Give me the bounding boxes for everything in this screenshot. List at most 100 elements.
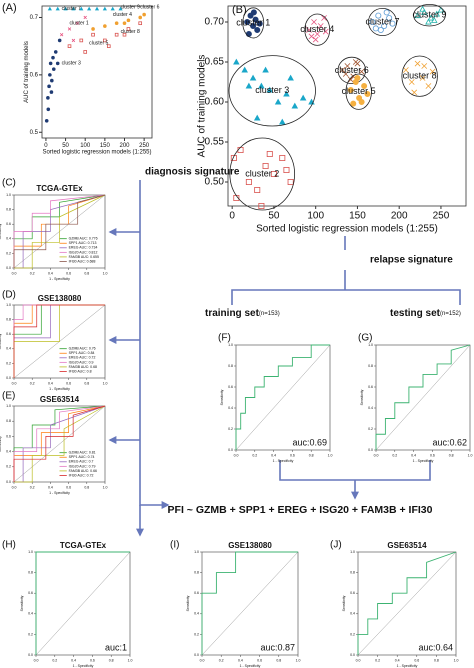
legend-entry: IFI30 AUC: 0.688 <box>69 259 96 263</box>
training-n: (n=153) <box>259 311 280 317</box>
point <box>94 6 100 11</box>
point <box>126 27 131 31</box>
x-tick-label: 0.4 <box>71 658 76 662</box>
y-tick-label: 0.6 <box>228 385 233 389</box>
y-tick-label: 0.8 <box>228 364 233 368</box>
y-tick-label: 0.0 <box>194 653 199 657</box>
roc-frame <box>357 551 457 656</box>
legend-entry: GZMB AUC: 0.76 <box>69 347 96 351</box>
legend-entry: SPP1 AUC: 0.713 <box>69 241 97 245</box>
y-tick-label: 0.6 <box>6 222 11 226</box>
x-tick-label: 0.4 <box>48 381 53 385</box>
diagonal <box>35 551 131 656</box>
cluster-label: cluster 6 <box>335 65 369 75</box>
x-axis-label: 1 - Specificity <box>397 664 418 668</box>
legend-entry: GZMB AUC: 0.81 <box>69 451 96 455</box>
point <box>254 186 261 193</box>
x-tick-label: 0.0 <box>356 658 361 662</box>
point <box>375 12 382 19</box>
point <box>437 6 445 13</box>
y-tick-label: 1.0 <box>6 193 11 197</box>
x-tick-label: 0.6 <box>66 381 71 385</box>
point <box>311 19 317 25</box>
cluster-ellipse <box>368 8 397 36</box>
point <box>233 58 240 65</box>
legend-entry: ISG20 AUC: 0.79 <box>69 464 96 468</box>
panel-label: (D) <box>2 290 16 301</box>
y-axis-label: AUC of training models <box>24 41 30 103</box>
y-tick-label: 1.0 <box>28 550 33 554</box>
y-tick-label: 0.65 <box>205 57 225 68</box>
x-axis-label: 1 - Specificity <box>49 387 70 391</box>
legend-entry: FAM3B AUC: 0.655 <box>69 255 99 259</box>
roc-frame <box>13 405 106 483</box>
roc-curve <box>13 405 106 482</box>
x-axis-label: 1 - Specificity <box>73 664 94 668</box>
panel-title: TCGA-GTEx <box>36 184 83 193</box>
point <box>350 100 357 107</box>
x-tick-label: 0.6 <box>66 271 71 275</box>
x-tick-label: 100 <box>307 211 324 222</box>
point <box>103 24 107 28</box>
point <box>279 154 286 161</box>
x-tick-label: 0.0 <box>234 453 239 457</box>
y-tick-label: 0.2 <box>228 427 233 431</box>
point <box>79 38 84 43</box>
x-tick-label: 0.4 <box>395 658 400 662</box>
x-axis-label: Sorted logistic regression models (1:255… <box>42 149 151 155</box>
cluster-ellipse <box>228 55 316 127</box>
point <box>420 8 428 15</box>
panel-label: (C) <box>2 178 16 189</box>
point <box>358 68 365 75</box>
panel-label: (G) <box>358 333 372 344</box>
point <box>266 86 274 93</box>
panel-title: GSE138080 <box>38 294 82 303</box>
cluster-label: cluster 4 <box>113 12 132 18</box>
point <box>429 68 436 75</box>
y-tick-label: 0.50 <box>205 177 225 188</box>
x-tick-label: 1.0 <box>103 485 108 489</box>
panel-label: (E) <box>2 391 15 402</box>
point <box>250 22 257 29</box>
point <box>270 170 277 177</box>
point <box>55 6 60 11</box>
y-tick-label: 1.0 <box>194 550 199 554</box>
cluster-ellipse <box>413 3 446 27</box>
y-tick-label: 0.4 <box>194 612 199 616</box>
x-tick-label: 0.4 <box>48 271 53 275</box>
x-tick-label: 0.6 <box>430 453 435 457</box>
panel-label: (H) <box>2 540 16 551</box>
point <box>102 6 107 11</box>
x-tick-label: 0.6 <box>290 453 295 457</box>
legend-entry: EREG AUC: 0.72 <box>69 356 96 360</box>
auc-label: auc:0.87 <box>260 642 295 652</box>
x-axis-label: 1 - Specificity <box>413 459 434 463</box>
cluster-ellipse <box>304 13 331 46</box>
point <box>266 150 273 157</box>
x-tick-label: 0.8 <box>84 271 89 275</box>
point <box>91 32 95 37</box>
x-tick-label: 1.0 <box>103 271 108 275</box>
point <box>49 90 54 94</box>
y-tick-label: 1.0 <box>368 343 373 347</box>
point <box>75 21 80 25</box>
x-tick-label: 50 <box>268 211 280 222</box>
point <box>249 74 257 81</box>
point <box>430 16 438 23</box>
cluster-label: cluster 7 <box>365 16 399 26</box>
x-tick-label: 0.8 <box>309 453 314 457</box>
diagonal <box>375 344 471 451</box>
x-tick-label: 0 <box>44 143 48 149</box>
point <box>306 27 312 33</box>
cluster-label: cluster 1 <box>70 21 89 27</box>
point <box>279 118 286 125</box>
point <box>321 15 327 21</box>
legend-entry: GZMB AUC: 0.776 <box>69 237 98 241</box>
x-tick-label: 0.8 <box>449 453 454 457</box>
point <box>402 67 409 73</box>
point <box>55 61 60 66</box>
point <box>57 38 62 43</box>
x-axis-label: Sorted logistic regression models (1:255… <box>256 224 438 235</box>
point <box>322 28 329 35</box>
y-tick-label: 0.8 <box>350 571 355 575</box>
